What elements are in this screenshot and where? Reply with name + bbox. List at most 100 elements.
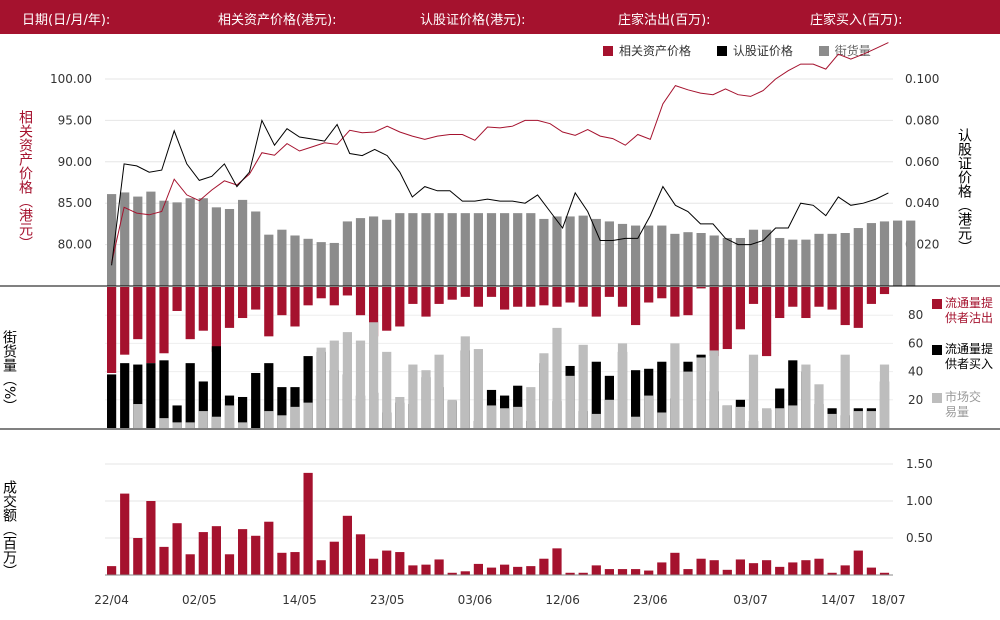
outstanding-bar: [329, 242, 339, 286]
market-volume-bar: [801, 364, 811, 428]
turnover-bar: [683, 569, 693, 575]
market-volume-bar: [198, 411, 208, 428]
turnover-bar: [133, 538, 143, 575]
issuer-sold-bar: [670, 287, 680, 317]
turnover-bar: [251, 535, 261, 575]
issuer-sold-bar: [329, 287, 339, 306]
turnover-bar: [565, 572, 575, 575]
legend-underlying[interactable]: 相关资产价格: [603, 42, 691, 59]
market-volume-bar: [775, 408, 785, 428]
turnover-bar: [408, 565, 418, 575]
market-volume-bar: [133, 404, 143, 428]
outstanding-bar: [303, 238, 313, 286]
turnover-bar: [395, 552, 405, 575]
market-volume-bar: [434, 354, 444, 428]
bottom-tick-label: 1.50: [906, 457, 933, 471]
outstanding-bar: [513, 213, 523, 286]
issuer-sold-bar: [303, 287, 313, 306]
outstanding-bar: [631, 225, 641, 286]
turnover-bar: [879, 572, 890, 575]
x-tick-label: 03/07: [733, 593, 768, 607]
issuer-bought-bar: [251, 373, 261, 428]
outstanding-bar: [107, 194, 117, 286]
turnover-bar: [657, 562, 667, 575]
left-tick-label: 100.00: [50, 72, 92, 86]
issuer-sold-bar: [879, 287, 890, 295]
turnover-bar: [644, 570, 654, 575]
market-volume-bar: [447, 399, 457, 428]
turnover-bar: [670, 552, 680, 575]
issuer-bought-bar: [133, 364, 143, 428]
market-volume-bar: [513, 406, 523, 428]
market-volume-bar: [500, 408, 510, 428]
market-volume-bar: [526, 387, 536, 428]
issuer-sold-bar: [657, 287, 667, 299]
outstanding-bar: [539, 218, 549, 286]
market-volume-bar: [578, 344, 588, 428]
turnover-bar: [591, 565, 601, 575]
outstanding-bar: [421, 213, 431, 286]
issuer-sold-bar: [172, 287, 182, 311]
turnover-bar: [460, 571, 470, 575]
issuer-bought-bar: [788, 360, 798, 428]
outstanding-bar: [748, 229, 759, 286]
market-volume-bar: [722, 405, 732, 428]
outstanding-bar: [657, 225, 667, 286]
outstanding-bar: [251, 211, 261, 286]
turnover-bar: [303, 472, 313, 575]
market-volume-bar: [172, 422, 182, 428]
outstanding-bar: [644, 225, 654, 286]
market-volume-bar: [696, 357, 706, 428]
outstanding-bar: [277, 229, 287, 286]
issuer-sold-bar: [395, 287, 405, 327]
issuer-bought-bar: [185, 363, 195, 428]
issuer-sold-bar: [290, 287, 300, 327]
outstanding-bar: [735, 237, 745, 286]
turnover-bar: [604, 569, 614, 575]
x-tick-label: 23/05: [370, 593, 405, 607]
issuer-sold-bar: [264, 287, 274, 337]
market-volume-bar: [185, 422, 195, 428]
issuer-bought-bar: [264, 363, 274, 428]
outstanding-bar: [879, 221, 890, 286]
turnover-bar: [369, 558, 379, 575]
market-volume-bar: [395, 396, 405, 428]
market-volume-bar: [342, 332, 352, 428]
outstanding-bar: [486, 213, 497, 286]
issuer-bought-bar: [198, 381, 208, 428]
outstanding-bar: [211, 207, 221, 286]
issuer-sold-bar: [617, 287, 628, 307]
turnover-bar: [486, 567, 497, 575]
legend-warrant[interactable]: 认股证价格: [716, 42, 793, 59]
outstanding-bar: [500, 213, 510, 286]
issuer-sold-bar: [735, 287, 745, 330]
market-volume-bar: [670, 343, 680, 428]
turnover-bar: [198, 532, 208, 575]
market-volume-bar: [224, 405, 235, 428]
issuer-sold-bar: [434, 287, 444, 304]
outstanding-bar: [853, 228, 863, 286]
legend-market-volume-swatch: [932, 393, 942, 403]
issuer-sold-bar: [133, 287, 143, 340]
issuer-bought-bar: [107, 374, 117, 428]
market-volume-bar: [853, 411, 863, 428]
outstanding-bar: [159, 200, 169, 286]
outstanding-bar: [683, 232, 693, 286]
turnover-bar: [696, 558, 706, 575]
x-tick-label: 18/07: [871, 593, 906, 607]
issuer-sold-bar: [460, 287, 470, 297]
issuer-sold-label: 庄家沽出(百万):: [618, 13, 711, 28]
turnover-bar: [552, 548, 562, 575]
outstanding-bar: [906, 220, 916, 286]
outstanding-bar: [840, 233, 850, 286]
issuer-sold-bar: [238, 287, 248, 319]
left-tick-label: 95.00: [58, 113, 92, 127]
issuer-sold-bar: [277, 287, 287, 316]
market-volume-bar: [866, 411, 876, 428]
legend-issuer-bought-swatch: [932, 345, 942, 355]
outstanding-bar: [670, 233, 680, 286]
legend-outstanding-swatch: [818, 46, 829, 56]
issuer-sold-bar: [840, 287, 850, 326]
middle-tick-label: 20: [908, 393, 923, 407]
outstanding-bar: [395, 213, 405, 286]
